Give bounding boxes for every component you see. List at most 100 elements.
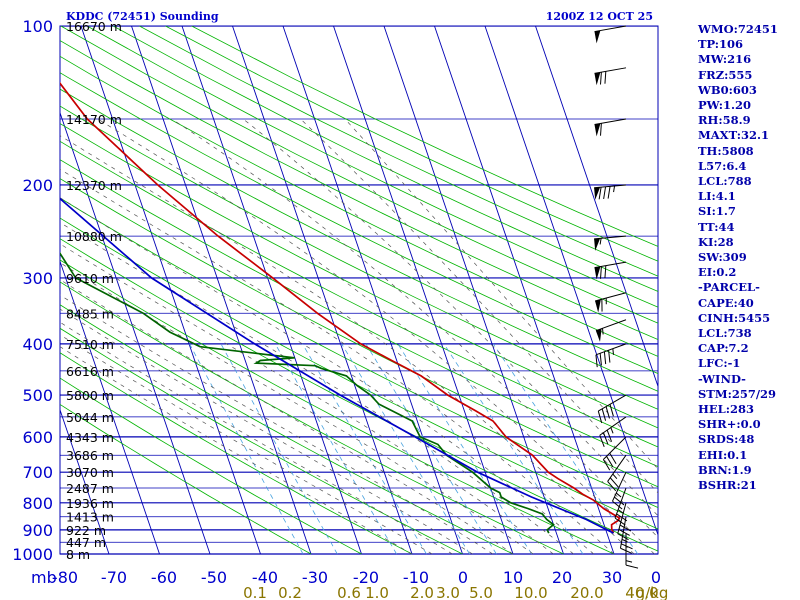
height-label: 3686 m [66, 448, 114, 463]
temperature-trace [60, 81, 621, 534]
pressure-tick-label: 900 [22, 521, 53, 540]
barb-flag [609, 404, 614, 417]
barb-flag [604, 265, 607, 279]
barb-flag [598, 187, 602, 200]
barb-staff [598, 394, 627, 412]
barb-flag [604, 71, 607, 84]
temperature-tick-label: 30 [602, 568, 622, 587]
isotherm-line [535, 26, 658, 388]
barb-flag [621, 543, 633, 550]
barb-staff [595, 343, 627, 356]
pressure-tick-label: 400 [22, 335, 53, 354]
height-label: 16670 m [66, 19, 122, 34]
index-item: WMO:72451 [698, 22, 778, 36]
height-label: 4343 m [66, 430, 114, 445]
barb-flag [606, 456, 614, 468]
temperature-tick-label: -60 [151, 568, 177, 587]
pressure-tick-label: 700 [22, 463, 53, 482]
moist-adiabat-line [60, 243, 554, 555]
mixing-ratio-line [397, 343, 533, 555]
index-item: FRZ:555 [698, 67, 753, 82]
barb-half-flag [602, 328, 604, 335]
dry-adiabat-line [60, 26, 658, 324]
dry-adiabat-line [86, 26, 658, 308]
wind-barb [594, 184, 627, 200]
height-label: 14170 m [66, 112, 122, 127]
barb-flag [619, 524, 632, 532]
barb-flag [603, 186, 607, 200]
moist-adiabat-line [60, 294, 493, 555]
barb-flag [607, 186, 611, 199]
temperature-tick-label: -70 [101, 568, 127, 587]
wind-barb [595, 343, 627, 368]
mixing-ratio-line [189, 343, 304, 555]
index-item: MAXT:32.1 [698, 128, 769, 143]
barb-flag [609, 477, 619, 488]
isotherm-line [232, 26, 413, 555]
mixing-ratio-line [365, 343, 497, 555]
barb-flag [603, 351, 607, 365]
temperature-tick-label: 0 [651, 568, 661, 587]
barb-staff [603, 436, 627, 460]
dry-adiabat-line [60, 72, 658, 375]
barb-staff [619, 516, 627, 549]
temperature-tick-label: -50 [201, 568, 227, 587]
barb-pennant [594, 187, 601, 200]
dry-adiabat-line [60, 259, 615, 555]
index-item: TP:106 [698, 37, 744, 52]
mixing-ratio-line [220, 343, 338, 555]
index-item: SW:309 [698, 250, 747, 265]
chart-time: 1200Z 12 OCT 25 [546, 10, 653, 23]
moist-adiabat-line [60, 262, 534, 555]
mixing-ratio-line [274, 343, 397, 555]
height-label: 2487 m [66, 481, 114, 496]
barb-half-flag [621, 538, 628, 543]
index-item: CAPE:40 [698, 295, 754, 310]
chart-title: KDDC (72451) Sounding [66, 10, 219, 23]
index-item: STM:257/29 [698, 386, 777, 401]
barb-flag [601, 408, 607, 421]
barb-staff [607, 454, 627, 482]
wind-barb [595, 319, 627, 342]
dry-adiabat-line [60, 304, 514, 555]
temperature-tick-label: 20 [552, 568, 572, 587]
moist-adiabat-line [300, 118, 658, 494]
barb-half-flag [612, 348, 614, 355]
height-label: 6616 m [66, 364, 114, 379]
dry-adiabat-line [113, 26, 658, 292]
pressure-tick-label: 1000 [12, 545, 53, 564]
mixing-ratio-label: 0.2 [278, 584, 302, 600]
moist-adiabat-line [60, 334, 433, 555]
barb-half-flag [625, 560, 633, 563]
wind-barb [617, 502, 632, 541]
barb-flag [606, 429, 613, 442]
moist-adiabat-line [171, 118, 658, 538]
height-label: 5800 m [66, 388, 114, 403]
wind-barb [594, 261, 627, 280]
index-item: EI:0.2 [698, 265, 737, 280]
dry-adiabat-line [60, 197, 658, 509]
mixing-ratio-label: 1.0 [365, 584, 389, 600]
dry-adiabat-line [60, 238, 658, 552]
barb-flag [600, 123, 602, 136]
dry-adiabat-line [60, 403, 312, 555]
index-item: WB0:603 [698, 82, 757, 97]
dry-adiabat-line [60, 123, 658, 429]
barb-flag [599, 353, 602, 366]
barb-flag [602, 459, 611, 471]
sounding-traces [60, 81, 621, 534]
barb-flag [605, 406, 610, 419]
index-item: LCL:738 [698, 326, 752, 341]
barb-flag [614, 496, 625, 506]
barb-flag [612, 500, 623, 510]
barb-pennant [594, 123, 601, 137]
moist-adiabat-line [97, 118, 655, 555]
mixing-ratio-label: 10.0 [514, 584, 547, 600]
barb-pennant [594, 266, 601, 280]
barb-half-flag [610, 427, 614, 434]
height-label: 447 m [66, 535, 106, 550]
barb-flag [597, 410, 603, 424]
mixing-ratio-label: 20.0 [570, 584, 603, 600]
mixing-ratio-label: 40.0 [625, 584, 658, 600]
dry-adiabat-line [60, 140, 658, 448]
